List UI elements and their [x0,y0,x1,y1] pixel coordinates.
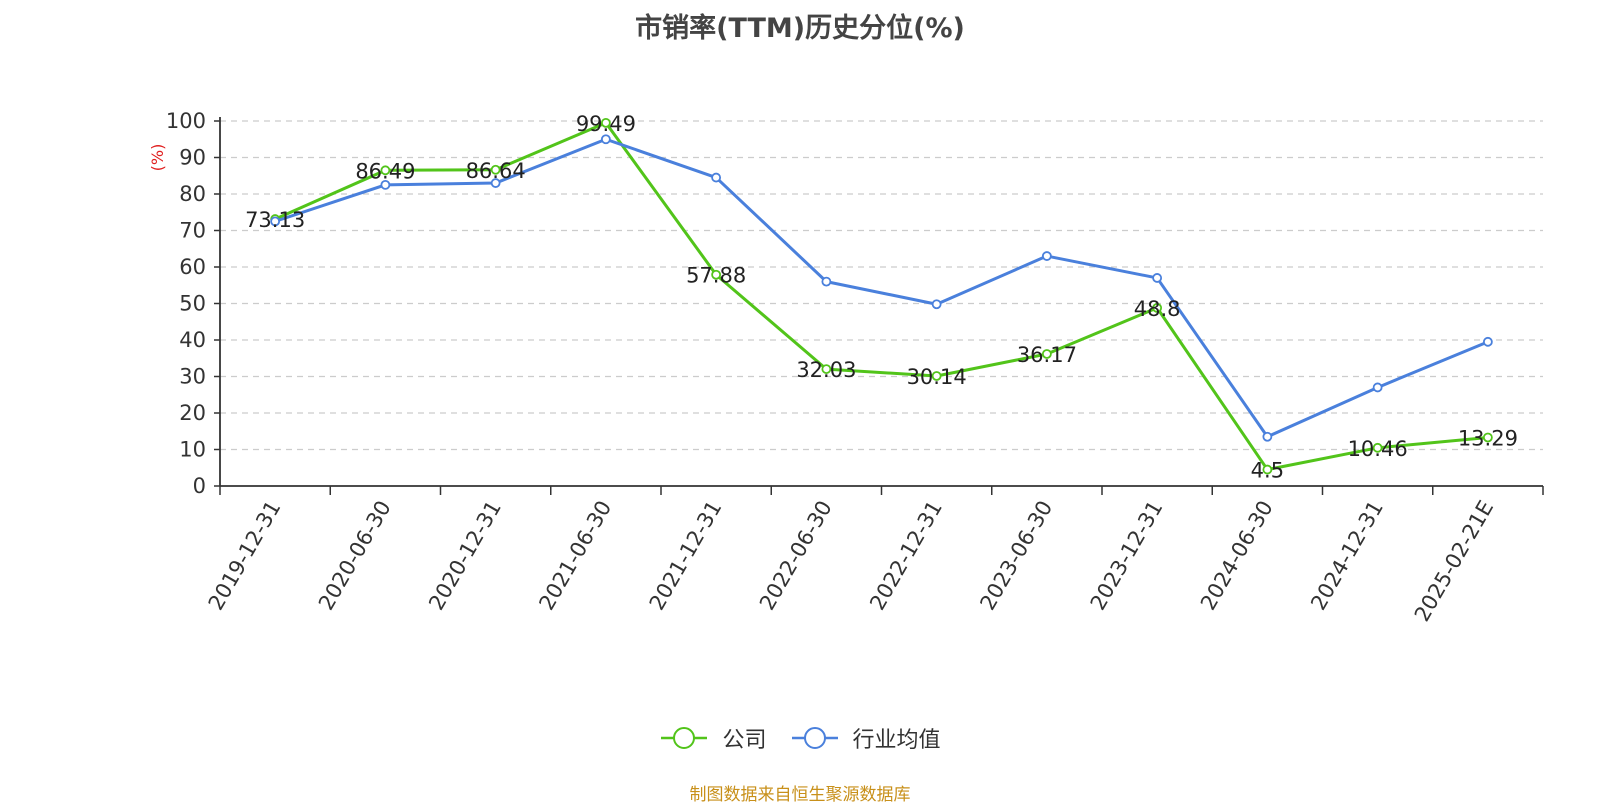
data-label-0-11: 13.29 [1458,426,1518,450]
x-tick-label-2024-06-30: 2024-06-30 [1196,497,1278,615]
point-1-1 [380,179,391,190]
legend-marker-company [661,727,708,749]
data-label-0-9: 4.5 [1251,459,1284,483]
source-note: 制图数据来自恒生聚源数据库 [689,785,911,805]
data-label-0-3: 99.49 [576,112,636,136]
x-tick-label-2022-12-31: 2022-12-31 [865,497,947,615]
x-tick-label-2021-12-31: 2021-12-31 [645,497,727,615]
chart-title: 市销率(TTM)历史分位(%) [635,13,965,44]
point-1-10 [1372,382,1383,393]
legend-label-company: 公司 [722,728,767,753]
data-label-0-0: 73.13 [245,208,305,232]
data-label-0-10: 10.46 [1348,437,1408,461]
y-tick-label-0: 0 [193,474,206,498]
legend-item-industry-average[interactable]: 行业均值 [790,722,941,754]
point-1-6 [931,299,942,310]
point-1-5 [821,276,832,287]
x-tick-label-2023-12-31: 2023-12-31 [1086,497,1168,615]
x-tick-label-2025-02-21E: 2025-02-21E [1410,497,1498,626]
legend-item-company[interactable]: 公司 [659,722,767,754]
point-1-7 [1041,251,1052,261]
point-0-10 [1372,442,1383,453]
x-tick-label-2023-06-30: 2023-06-30 [975,497,1057,615]
y-tick-label-70: 70 [179,219,206,243]
point-0-6 [931,371,942,381]
y-tick-label-100: 100 [166,109,206,133]
point-0-3 [600,117,611,128]
x-tick-label-2021-06-30: 2021-06-30 [534,497,616,615]
y-tick-label-60: 60 [179,255,206,279]
point-0-5 [821,364,832,374]
legend: 公司 行业均值 [0,722,1600,754]
point-1-9 [1262,431,1273,442]
point-1-2 [490,178,501,188]
point-1-4 [711,172,722,183]
x-tick-label-2019-12-31: 2019-12-31 [204,497,286,615]
point-1-8 [1152,273,1163,283]
x-tick-label-2020-12-31: 2020-12-31 [424,497,506,615]
y-tick-label-90: 90 [179,146,206,170]
y-tick-label-50: 50 [179,292,206,316]
data-label-0-4: 57.88 [686,264,746,288]
point-0-4 [711,269,722,280]
point-0-8 [1152,302,1163,313]
y-tick-label-30: 30 [179,365,206,389]
y-tick-label-80: 80 [179,182,206,206]
y-tick-label-20: 20 [179,401,206,425]
y-tick-label-10: 10 [179,438,206,462]
data-labels: 73.13 86.49 86.64 99.49 57.88 32.03 30.14 36.17… [245,112,1518,483]
point-1-0 [270,216,281,227]
series-line-1 [274,137,1489,439]
y-axis-label: (%) [148,144,167,172]
x-tick-label-2024-12-31: 2024-12-31 [1306,497,1388,615]
data-label-0-8: 48.8 [1134,297,1181,321]
data-label-0-5: 32.03 [796,358,856,382]
data-label-0-7: 36.17 [1017,343,1077,367]
x-tick-label-2022-06-30: 2022-06-30 [755,497,837,615]
point-0-7 [1041,349,1052,359]
x-tick-label-2020-06-30: 2020-06-30 [314,497,396,615]
point-1-3 [600,134,611,145]
gridlines [220,120,1543,451]
point-0-2 [490,164,501,175]
series [270,117,1493,475]
point-0-9 [1262,464,1273,475]
y-tick-label-40: 40 [179,328,206,352]
data-label-0-6: 30.14 [907,365,967,389]
data-label-0-1: 86.49 [355,159,415,183]
data-label-0-2: 86.64 [466,159,526,183]
legend-label-industry-average: 行业均值 [852,728,941,753]
legend-marker-industry-average [791,727,838,749]
series-line-0 [274,121,1489,472]
point-1-11 [1482,336,1493,347]
point-0-1 [380,165,391,176]
point-0-11 [1482,432,1493,443]
